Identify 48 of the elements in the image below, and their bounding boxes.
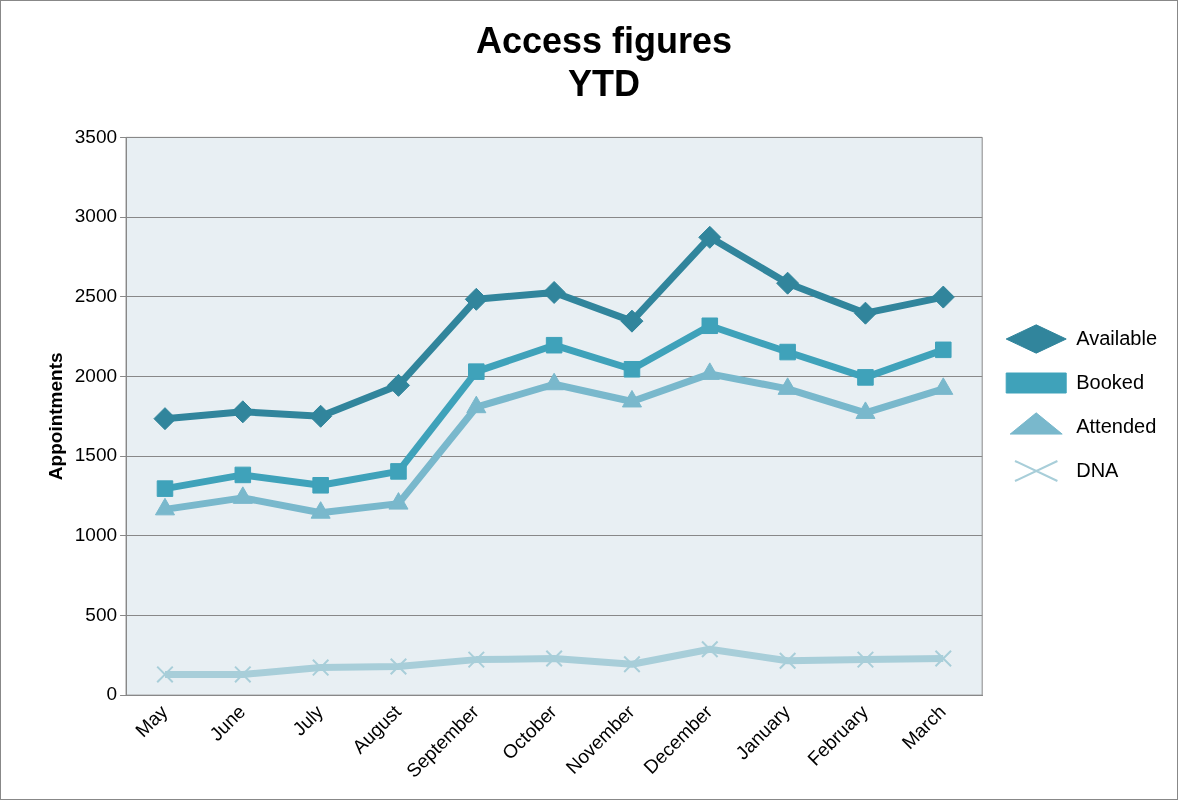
y-tick-label: 2000 <box>74 364 118 386</box>
point <box>542 280 566 304</box>
point <box>309 404 333 428</box>
y-tick-label: 3000 <box>74 205 118 227</box>
point <box>156 480 174 497</box>
y-tick-label: 500 <box>85 603 118 625</box>
x-tick-label: May <box>131 700 172 742</box>
legend-label: Available <box>1076 326 1158 349</box>
point <box>234 665 252 684</box>
point <box>386 373 410 397</box>
point <box>464 287 488 311</box>
y-tick-label: 2500 <box>74 284 118 306</box>
legend-label: DNA <box>1076 458 1120 481</box>
y-tick-label: 3500 <box>74 125 118 147</box>
legend-label: Booked <box>1076 370 1145 393</box>
point <box>312 477 329 494</box>
point <box>389 657 408 676</box>
point <box>311 658 330 677</box>
point <box>623 360 641 378</box>
point <box>935 341 952 359</box>
y-tick-label: 1500 <box>74 444 118 466</box>
point <box>468 363 485 380</box>
point <box>934 649 953 668</box>
point <box>467 650 486 669</box>
legend-label: Attended <box>1076 414 1157 437</box>
point <box>623 655 641 674</box>
point <box>856 650 875 669</box>
point <box>778 651 797 670</box>
point <box>153 407 177 431</box>
point <box>234 466 252 484</box>
point <box>853 301 877 325</box>
point <box>545 649 563 668</box>
point <box>698 225 722 249</box>
point <box>931 285 955 309</box>
point <box>701 317 719 335</box>
point <box>156 665 174 684</box>
point <box>620 309 644 333</box>
y-axis-title: Appointments <box>44 352 66 481</box>
point <box>390 463 407 480</box>
y-tick-label: 0 <box>106 683 118 705</box>
chart-title: Access figures YTD <box>475 19 733 104</box>
x-tick-label: July <box>288 700 328 740</box>
y-tick-label: 1000 <box>74 524 118 546</box>
point <box>701 640 719 659</box>
point <box>545 336 563 354</box>
point <box>857 369 874 386</box>
point <box>779 343 796 361</box>
point <box>776 271 800 295</box>
